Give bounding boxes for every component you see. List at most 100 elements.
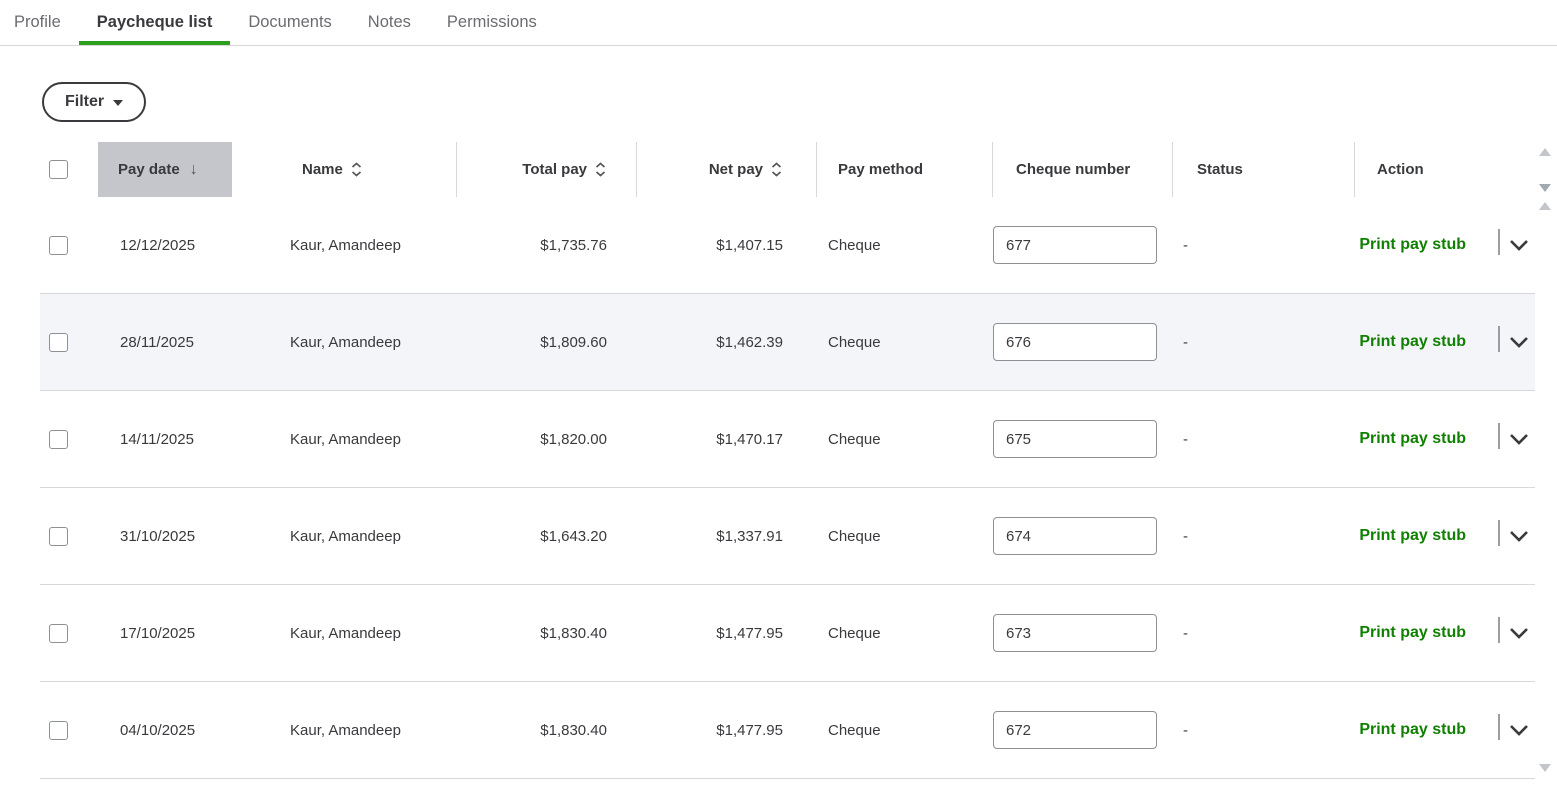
- pay-method-cell: Cheque: [817, 197, 993, 293]
- print-pay-stub-link[interactable]: Print pay stub: [1359, 333, 1466, 350]
- total-pay-cell: $1,830.40: [457, 682, 637, 778]
- scroll-up-icon[interactable]: [1539, 148, 1551, 156]
- scroll-down-icon[interactable]: [1539, 764, 1551, 772]
- employee-name-value: Kaur, Amandeep: [290, 430, 401, 448]
- filter-toolbar: Filter: [42, 82, 1557, 122]
- status-cell: -: [1173, 488, 1355, 584]
- header-name[interactable]: Name: [232, 142, 457, 197]
- header-net-pay[interactable]: Net pay: [637, 142, 817, 197]
- pay-method-value: Cheque: [828, 236, 881, 254]
- print-pay-stub-link[interactable]: Print pay stub: [1359, 430, 1466, 447]
- total-pay-value: $1,830.40: [540, 721, 607, 739]
- total-pay-value: $1,820.00: [540, 430, 607, 448]
- print-pay-stub-link[interactable]: Print pay stub: [1359, 721, 1466, 738]
- action-divider: [1498, 617, 1500, 643]
- pay-method-cell: Cheque: [817, 585, 993, 681]
- employee-name-value: Kaur, Amandeep: [290, 236, 401, 254]
- row-checkbox[interactable]: [49, 429, 68, 449]
- net-pay-cell: $1,462.39: [637, 294, 817, 390]
- status-value: -: [1183, 624, 1188, 642]
- tab-permissions[interactable]: Permissions: [446, 13, 537, 31]
- row-actions-dropdown-button[interactable]: [1506, 717, 1532, 743]
- chevron-down-icon: [1510, 434, 1528, 445]
- net-pay-value: $1,477.95: [716, 624, 783, 642]
- pay-date-cell: 31/10/2025: [98, 488, 232, 584]
- print-pay-stub-link[interactable]: Print pay stub: [1359, 624, 1466, 641]
- table-header-row: Pay date ↓ Name Total pay Net pay: [40, 142, 1535, 197]
- row-actions-dropdown-button[interactable]: [1506, 620, 1532, 646]
- print-pay-stub-link[interactable]: Print pay stub: [1359, 527, 1466, 544]
- tab-documents[interactable]: Documents: [248, 13, 332, 31]
- cheque-number-input[interactable]: [993, 711, 1157, 749]
- total-pay-cell: $1,830.40: [457, 585, 637, 681]
- header-pay-date[interactable]: Pay date ↓: [98, 142, 232, 197]
- row-checkbox-cell: [40, 294, 98, 390]
- name-cell: Kaur, Amandeep: [232, 197, 457, 293]
- row-actions-dropdown-button[interactable]: [1506, 426, 1532, 452]
- print-pay-stub-link[interactable]: Print pay stub: [1359, 236, 1466, 253]
- header-checkbox-cell: [40, 142, 98, 197]
- name-cell: Kaur, Amandeep: [232, 391, 457, 487]
- cheque-number-input[interactable]: [993, 614, 1157, 652]
- row-checkbox[interactable]: [49, 235, 68, 255]
- row-checkbox[interactable]: [49, 332, 68, 352]
- table-row: 04/10/2025 Kaur, Amandeep $1,830.40 $1,4…: [40, 682, 1535, 779]
- chevron-down-icon: [1510, 337, 1528, 348]
- header-pay-method: Pay method: [817, 142, 993, 197]
- table-row: 14/11/2025 Kaur, Amandeep $1,820.00 $1,4…: [40, 391, 1535, 488]
- header-action: Action: [1355, 142, 1535, 197]
- header-name-label: Name: [302, 161, 343, 178]
- table-body: 12/12/2025 Kaur, Amandeep $1,735.76 $1,4…: [40, 197, 1535, 779]
- row-checkbox[interactable]: [49, 720, 68, 740]
- employee-detail-tabs: Profile Paycheque list Documents Notes P…: [0, 0, 1557, 46]
- row-actions-dropdown-button[interactable]: [1506, 329, 1532, 355]
- action-cell: Print pay stub: [1355, 197, 1535, 293]
- row-checkbox[interactable]: [49, 623, 68, 643]
- action-cell: Print pay stub: [1355, 585, 1535, 681]
- cheque-number-input[interactable]: [993, 323, 1157, 361]
- pay-date-cell: 28/11/2025: [98, 294, 232, 390]
- pay-date-value: 31/10/2025: [120, 527, 196, 545]
- row-checkbox[interactable]: [49, 526, 68, 546]
- employee-name-value: Kaur, Amandeep: [290, 721, 401, 739]
- row-actions-dropdown-button[interactable]: [1506, 232, 1532, 258]
- tab-notes[interactable]: Notes: [367, 13, 411, 31]
- total-pay-cell: $1,643.20: [457, 488, 637, 584]
- table-row: 28/11/2025 Kaur, Amandeep $1,809.60 $1,4…: [40, 294, 1535, 391]
- scroll-down-icon[interactable]: [1539, 184, 1551, 192]
- pay-date-value: 17/10/2025: [120, 624, 196, 642]
- caret-down-icon: [113, 100, 124, 106]
- total-pay-value: $1,830.40: [540, 624, 607, 642]
- filter-button-label: Filter: [65, 93, 105, 110]
- cheque-number-input[interactable]: [993, 517, 1157, 555]
- table-row: 12/12/2025 Kaur, Amandeep $1,735.76 $1,4…: [40, 197, 1535, 294]
- tab-paycheque-list[interactable]: Paycheque list: [78, 0, 230, 45]
- row-checkbox-cell: [40, 682, 98, 778]
- select-all-checkbox[interactable]: [49, 160, 68, 179]
- row-actions-dropdown-button[interactable]: [1506, 523, 1532, 549]
- net-pay-cell: $1,477.95: [637, 682, 817, 778]
- scroll-up-icon[interactable]: [1539, 202, 1551, 210]
- total-pay-cell: $1,809.60: [457, 294, 637, 390]
- header-total-pay[interactable]: Total pay: [457, 142, 637, 197]
- name-cell: Kaur, Amandeep: [232, 294, 457, 390]
- action-divider: [1498, 714, 1500, 740]
- table-row: 31/10/2025 Kaur, Amandeep $1,643.20 $1,3…: [40, 488, 1535, 585]
- pay-method-cell: Cheque: [817, 391, 993, 487]
- tab-profile[interactable]: Profile: [14, 13, 61, 31]
- chevron-down-icon: [1510, 725, 1528, 736]
- cheque-number-input[interactable]: [993, 420, 1157, 458]
- pay-method-value: Cheque: [828, 721, 881, 739]
- status-cell: -: [1173, 682, 1355, 778]
- pay-method-cell: Cheque: [817, 294, 993, 390]
- cheque-number-cell: [993, 294, 1173, 390]
- filter-button[interactable]: Filter: [42, 82, 147, 122]
- cheque-number-input[interactable]: [993, 226, 1157, 264]
- header-pay-date-label: Pay date: [118, 161, 180, 178]
- status-value: -: [1183, 721, 1188, 739]
- status-value: -: [1183, 527, 1188, 545]
- action-cell: Print pay stub: [1355, 488, 1535, 584]
- net-pay-value: $1,407.15: [716, 236, 783, 254]
- sort-unsorted-icon: [595, 162, 606, 177]
- row-checkbox-cell: [40, 197, 98, 293]
